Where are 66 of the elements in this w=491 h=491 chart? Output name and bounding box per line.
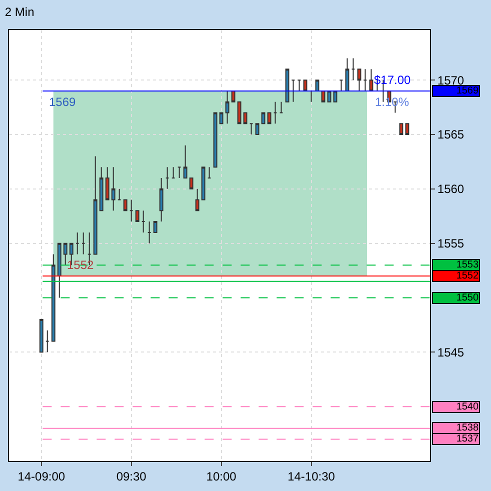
- candlestick: [51, 254, 56, 342]
- candlestick: [93, 156, 98, 255]
- ref-line-label: 1553: [456, 260, 479, 270]
- candlestick: [141, 210, 146, 233]
- candlestick: [225, 90, 230, 124]
- candlestick: [129, 199, 134, 222]
- ref-line-label: 1550: [456, 292, 479, 304]
- x-tick-label: 09:30: [116, 469, 147, 484]
- y-tick-label: 1555: [437, 236, 464, 251]
- candlestick: [369, 68, 374, 92]
- ref-line-label: 1552: [456, 270, 479, 282]
- candlestick: [291, 80, 296, 102]
- y-tick-label: 1565: [437, 128, 464, 142]
- annotation: $17.00: [374, 73, 412, 87]
- candlestick: [243, 112, 248, 124]
- candlestick: [237, 101, 242, 124]
- candlestick: [363, 68, 368, 92]
- candlestick: [231, 90, 236, 102]
- candlestick: [189, 178, 194, 190]
- candlestick: [75, 232, 80, 255]
- candlestick: [105, 166, 110, 200]
- candlestick: [57, 242, 62, 298]
- candlestick: [249, 123, 254, 135]
- annotation: 1552: [67, 258, 94, 272]
- candlestick: [207, 166, 212, 179]
- y-tick-label: 1570: [437, 73, 464, 88]
- candlestick: [339, 80, 344, 92]
- candlestick: [351, 58, 356, 81]
- candlestick: [195, 188, 200, 212]
- candlestick: [267, 112, 272, 124]
- candlestick: [177, 166, 182, 179]
- candlestick: [273, 101, 278, 124]
- candlestick: [255, 123, 260, 135]
- candlestick: [219, 112, 224, 124]
- ref-line-label: 1538: [456, 422, 479, 434]
- candlestick: [117, 188, 122, 200]
- x-tick-label: 14-10:30: [288, 469, 336, 484]
- y-tick-label: 1560: [437, 182, 464, 196]
- ref-line-label: 1540: [456, 402, 479, 412]
- candlestick: [171, 166, 176, 179]
- candlestick: [183, 144, 188, 179]
- candlestick: [345, 58, 350, 92]
- candlestick: [135, 210, 140, 222]
- candlestick: [213, 112, 218, 168]
- candlestick: [279, 101, 284, 114]
- candlestick: [147, 221, 152, 244]
- x-tick-label: 14-09:00: [18, 469, 66, 484]
- candlestick: [111, 166, 116, 212]
- candlestick: [81, 232, 86, 255]
- candlestick: [45, 330, 50, 353]
- candlestick: [63, 242, 68, 266]
- y-tick-label: 1545: [437, 345, 464, 360]
- candlestick: [405, 123, 410, 135]
- candlestick: [99, 166, 104, 212]
- x-tick-label: 10:00: [206, 469, 237, 484]
- candlestick: [39, 319, 44, 353]
- ref-line-label: 1569: [456, 86, 479, 96]
- candlestick: [297, 80, 302, 92]
- ref-line-label: 1537: [456, 434, 479, 444]
- candlestick: [357, 68, 362, 92]
- candlestick: [159, 178, 164, 222]
- candlestick: [153, 221, 158, 233]
- candlestick: [201, 166, 206, 200]
- chart-title: 2 Min: [4, 4, 34, 19]
- candlestick: [123, 199, 128, 212]
- candlestick: [165, 166, 170, 190]
